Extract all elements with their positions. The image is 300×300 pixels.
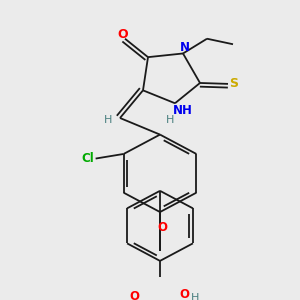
Text: O: O xyxy=(118,28,128,40)
Text: N: N xyxy=(180,40,190,53)
Text: NH: NH xyxy=(173,104,193,117)
Text: Cl: Cl xyxy=(81,152,94,165)
Text: O: O xyxy=(157,221,167,234)
Text: O: O xyxy=(129,290,139,300)
Text: H: H xyxy=(191,293,199,300)
Text: S: S xyxy=(230,77,238,90)
Text: H: H xyxy=(104,115,112,125)
Text: H: H xyxy=(166,115,174,125)
Text: O: O xyxy=(179,288,189,300)
